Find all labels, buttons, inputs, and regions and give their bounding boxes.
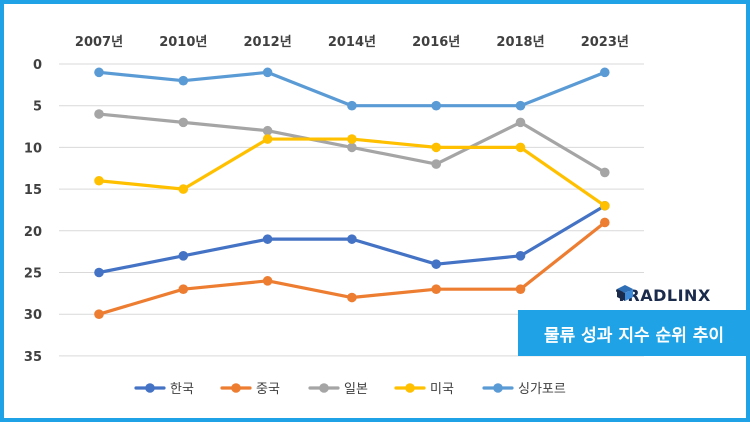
data-point: [94, 267, 104, 278]
data-point: [515, 142, 526, 153]
series-line: [97, 70, 607, 108]
line-chart: 2007년 2010년 2012년 2014년 2016년 2018년 2023년 0 5 10…: [24, 35, 644, 397]
data-point: [262, 67, 273, 78]
brand-name: TRADLINX: [616, 285, 711, 305]
x-tick-label: 2007년: [75, 35, 123, 50]
legend-marker: [231, 383, 241, 393]
y-tick-label: 10: [24, 141, 42, 156]
title-banner: 물류 성과 지수 순위 추이: [518, 310, 750, 356]
data-point: [431, 159, 442, 169]
legend-label: 미국: [430, 382, 454, 397]
data-point: [431, 284, 442, 294]
data-point: [94, 309, 104, 320]
brand-logo: TRADLINX: [616, 284, 711, 306]
data-point: [262, 134, 273, 144]
series-0: [94, 200, 610, 278]
data-point: [347, 292, 357, 303]
legend-item: 일본: [308, 382, 368, 397]
data-point: [262, 125, 273, 136]
data-point: [347, 134, 357, 144]
data-point: [94, 109, 104, 119]
y-tick-label: 35: [24, 350, 42, 365]
series-lines: [94, 67, 610, 320]
data-point: [431, 142, 442, 153]
y-tick-label: 25: [24, 267, 42, 282]
x-tick-label: 2010년: [159, 35, 207, 50]
legend-item: 싱가포르: [482, 382, 566, 397]
data-point: [515, 284, 526, 294]
legend-label: 싱가포르: [518, 382, 566, 397]
data-point: [347, 142, 357, 153]
cube-icon: [617, 285, 633, 301]
x-tick-label: 2023년: [581, 35, 629, 50]
x-tick-label: 2016년: [412, 35, 460, 50]
x-tick-label: 2014년: [328, 35, 376, 50]
series-4: [94, 67, 610, 111]
data-point: [178, 117, 189, 128]
data-point: [262, 276, 273, 286]
data-point: [515, 251, 526, 261]
series-1: [94, 217, 610, 320]
legend-marker: [493, 383, 503, 393]
legend-item: 한국: [134, 382, 194, 397]
data-point: [178, 184, 189, 194]
data-point: [178, 251, 189, 261]
data-point: [178, 284, 189, 294]
data-point: [94, 175, 104, 186]
y-axis-ticks: 0 5 10 15 20 25 30 35: [24, 58, 42, 365]
data-point: [94, 67, 104, 78]
legend: 한국 중국 일본 미국 싱가포르: [134, 382, 566, 397]
legend-item: 중국: [220, 382, 280, 397]
data-point: [515, 117, 526, 128]
y-tick-label: 30: [24, 308, 42, 323]
data-point: [347, 100, 357, 111]
data-point: [431, 259, 442, 269]
legend-label: 한국: [170, 382, 194, 397]
data-point: [347, 234, 357, 244]
data-point: [515, 100, 526, 111]
y-tick-label: 5: [33, 100, 42, 115]
x-tick-label: 2012년: [244, 35, 292, 50]
y-tick-label: 0: [33, 58, 42, 73]
data-point: [600, 217, 610, 228]
legend-marker: [319, 383, 329, 393]
legend-marker: [405, 383, 415, 393]
series-2: [94, 109, 610, 178]
legend-label: 일본: [344, 382, 368, 397]
data-point: [600, 67, 610, 78]
y-tick-label: 20: [24, 225, 42, 240]
legend-label: 중국: [256, 382, 280, 397]
data-point: [262, 234, 273, 244]
data-point: [431, 100, 442, 111]
series-3: [94, 134, 610, 211]
data-point: [178, 75, 189, 86]
y-tick-label: 15: [24, 183, 42, 198]
legend-item: 미국: [394, 382, 454, 397]
legend-marker: [145, 383, 155, 393]
x-tick-label: 2018년: [496, 35, 544, 50]
data-point: [600, 200, 610, 211]
data-point: [600, 167, 610, 178]
x-axis-ticks: 2007년 2010년 2012년 2014년 2016년 2018년 2023년: [75, 35, 629, 50]
